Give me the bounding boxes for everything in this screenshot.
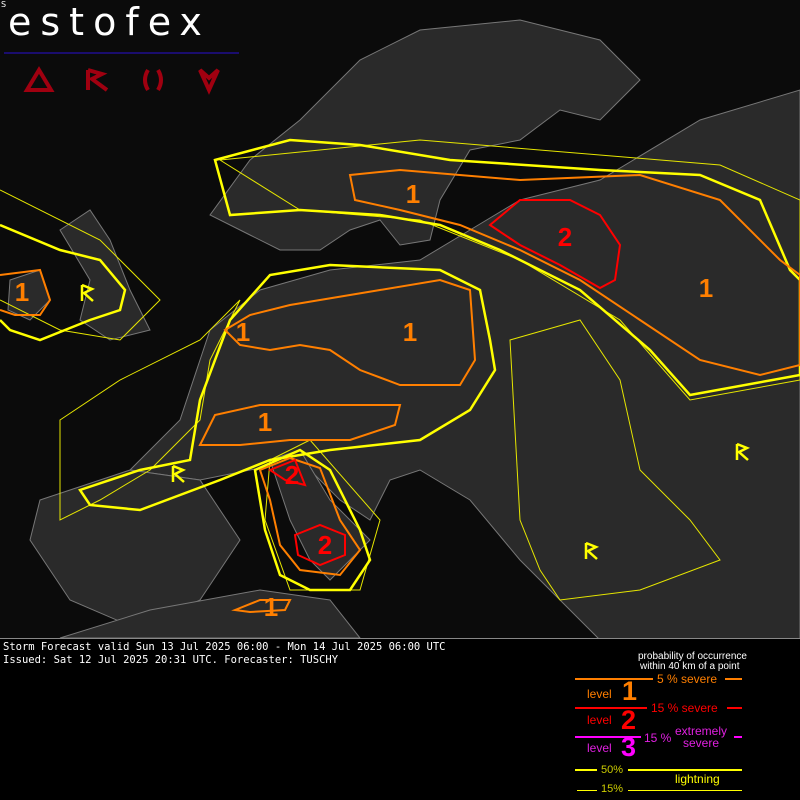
legend-extremely: extremely (675, 724, 728, 738)
logo-divider (4, 52, 239, 54)
level2-word: level (587, 713, 612, 727)
level1-contours (0, 168, 800, 614)
hazard-icons (23, 66, 220, 95)
level3-word: level (587, 741, 612, 755)
risk-label-level1: 1 (15, 277, 29, 307)
forecast-info: Storm Forecast valid Sun 13 Jul 2025 06:… (3, 641, 446, 667)
risk-label-level1: 1 (258, 407, 272, 437)
legend: probability of occurrence within 40 km o… (560, 645, 800, 800)
level1-line (575, 678, 653, 680)
risk-label-level2: 2 (558, 222, 572, 252)
tornado-icon (198, 68, 220, 95)
lightning-50-line-end (628, 769, 742, 771)
hail-icon (23, 66, 55, 92)
risk-label-level1: 1 (264, 592, 278, 622)
lightning-marker-icon (171, 464, 187, 483)
valid-period: Storm Forecast valid Sun 13 Jul 2025 06:… (3, 641, 446, 653)
lightning-icon (86, 68, 109, 92)
level2-contours (267, 199, 622, 567)
forecast-map: 1 2 1 1 1 1 1 2 2 1 S estofex (0, 0, 800, 641)
level1-word: level (587, 687, 612, 701)
legend-15-lightning: 15% (601, 783, 624, 795)
land (7, 19, 800, 641)
risk-label-level1: 1 (403, 317, 417, 347)
level3-number: 3 (621, 732, 637, 762)
legend-5-severe: 5 % severe (657, 672, 718, 686)
iberia (29, 469, 241, 631)
level3-line (575, 736, 641, 738)
wind-icon (143, 68, 163, 92)
level2-line-end (727, 707, 742, 709)
lightning-50-contours (0, 138, 800, 592)
scandinavia (209, 19, 641, 251)
level1-line-end (725, 678, 742, 680)
lightning-marker-icon (735, 442, 751, 461)
ireland (7, 269, 51, 321)
lightning-50-line (575, 769, 597, 771)
legend-50: 50% (601, 764, 624, 776)
lightning-marker-icon (584, 541, 600, 560)
risk-label-level1: 1 (406, 179, 420, 209)
legend-title-2: within 40 km of a point (640, 661, 740, 672)
level1-number: 1 (622, 676, 638, 706)
legend-severe: severe (683, 736, 720, 750)
great-britain (59, 209, 151, 341)
risk-label-level2: 2 (318, 530, 332, 560)
corner-mark: S (1, 0, 7, 9)
lightning-marker-icon (80, 283, 96, 302)
legend-15-severe: 15 % severe (651, 701, 718, 715)
lightning-15-line (577, 790, 597, 791)
estofex-logo: estofex (8, 0, 211, 44)
legend-15: 15 % (644, 731, 672, 745)
risk-label-level1: 1 (699, 273, 713, 303)
level2-number: 2 (621, 705, 637, 735)
level3-line-end (734, 736, 742, 738)
lightning-15-line-end (628, 790, 742, 791)
continental-europe (128, 89, 800, 641)
risk-label-level2: 2 (285, 460, 299, 490)
legend-lightning: lightning (675, 772, 720, 786)
risk-label-level1: 1 (236, 317, 250, 347)
issued-line: Issued: Sat 12 Jul 2025 20:31 UTC. Forec… (3, 654, 339, 666)
lightning-15-contours (0, 139, 800, 601)
legend-title-1: probability of occurrence (638, 651, 747, 662)
map-canvas: 1 2 1 1 1 1 1 2 2 1 (0, 19, 800, 641)
level2-line (575, 707, 647, 709)
